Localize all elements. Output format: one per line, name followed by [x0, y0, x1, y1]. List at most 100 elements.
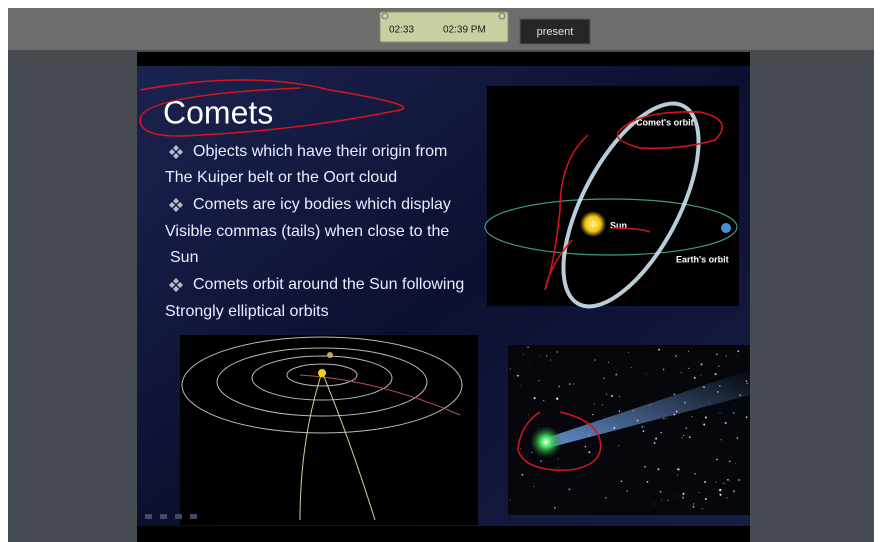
sun [580, 211, 606, 237]
timer-icon [381, 12, 389, 20]
star [520, 448, 522, 450]
star [627, 366, 629, 368]
slide-text-line: Sun [170, 249, 198, 266]
star [673, 393, 676, 396]
earth [721, 223, 731, 233]
star [592, 413, 594, 416]
star [663, 417, 665, 420]
star [658, 348, 661, 351]
bullet-marker [169, 145, 183, 159]
star [603, 377, 605, 379]
star [691, 416, 693, 418]
star [601, 404, 604, 406]
star [704, 416, 707, 419]
star [719, 493, 722, 496]
star [688, 350, 690, 352]
star [543, 399, 545, 402]
star [675, 355, 677, 357]
star [718, 365, 720, 367]
slide-text-line: The Kuiper belt or the Oort cloud [165, 169, 397, 186]
star [674, 495, 676, 497]
star [681, 437, 683, 439]
star [662, 368, 665, 371]
clock-time: 02:39 PM [443, 25, 486, 36]
star [554, 507, 556, 509]
star [701, 508, 703, 510]
star [732, 412, 735, 414]
star [557, 458, 559, 460]
star [735, 462, 736, 464]
planet [327, 352, 333, 358]
slide-text-line: Comets orbit around the Sun following [193, 276, 464, 293]
star [594, 359, 596, 361]
star [528, 414, 529, 415]
sun-small [318, 369, 326, 377]
star [628, 352, 629, 353]
star [568, 383, 571, 385]
star [607, 361, 609, 363]
star [556, 397, 559, 400]
star [715, 481, 717, 483]
star [533, 397, 536, 400]
star [517, 374, 519, 377]
star [605, 393, 608, 395]
timer-box [379, 11, 509, 43]
star [527, 346, 529, 349]
star [667, 499, 669, 502]
star [519, 385, 521, 386]
star [660, 432, 662, 434]
earth-orbit [484, 198, 738, 256]
star [608, 398, 609, 400]
present-button-label[interactable]: present [537, 26, 574, 38]
star [661, 499, 662, 501]
star [644, 465, 646, 468]
comet-orbit [561, 101, 701, 309]
star [682, 496, 685, 499]
ink-annotations [139, 79, 724, 471]
star [704, 497, 707, 501]
star [558, 385, 561, 388]
comet-orbit-label: Comet's orbit [636, 117, 694, 127]
star [618, 396, 620, 398]
star [646, 481, 649, 483]
star [729, 480, 730, 482]
comet-head [530, 426, 562, 458]
star [738, 479, 740, 481]
timer-icon [498, 12, 506, 20]
star [680, 372, 682, 374]
comet-path [321, 371, 376, 521]
star [682, 492, 685, 495]
star [626, 490, 629, 492]
star [736, 356, 738, 357]
star [604, 496, 607, 499]
solar-system-image [180, 335, 478, 525]
star [676, 468, 678, 470]
star [630, 366, 632, 368]
star [546, 355, 548, 357]
star [556, 351, 558, 353]
elapsed-time: 02:33 [389, 25, 414, 36]
star [659, 490, 662, 493]
star [715, 353, 718, 356]
star [557, 466, 559, 468]
slide-text-line: Strongly elliptical orbits [165, 303, 329, 320]
star [728, 460, 731, 463]
orbit-diagram [487, 86, 739, 306]
star [719, 412, 721, 414]
present-button[interactable] [519, 18, 591, 45]
star [716, 458, 718, 461]
star [703, 423, 706, 426]
star [604, 415, 605, 417]
star [688, 436, 691, 438]
star [572, 383, 574, 385]
star [610, 394, 614, 397]
slide-nav[interactable] [145, 514, 197, 519]
star [698, 492, 700, 494]
star [538, 380, 540, 382]
star [692, 505, 695, 508]
star [657, 468, 660, 471]
star [737, 350, 740, 353]
star [688, 367, 690, 369]
star [653, 503, 655, 505]
